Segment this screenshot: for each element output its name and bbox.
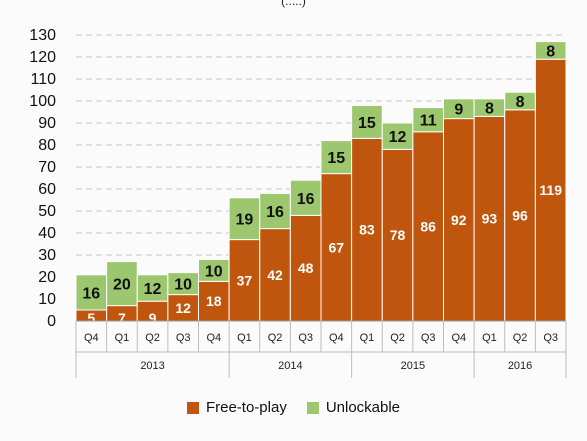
data-label-free-to-play: 18	[206, 293, 222, 309]
x-tick-label: Q3	[176, 332, 191, 344]
y-tick-label: 70	[38, 159, 56, 176]
data-label-unlockable: 8	[516, 94, 525, 111]
year-label: 2015	[401, 360, 425, 372]
data-label-unlockable: 8	[485, 101, 494, 118]
data-label-free-to-play: 5	[87, 310, 95, 326]
bar-free-to-play	[473, 115, 506, 322]
y-tick-label: 120	[29, 49, 56, 66]
y-tick-label: 20	[38, 269, 56, 286]
x-tick-label: Q1	[115, 332, 130, 344]
y-tick-label: 10	[38, 291, 56, 308]
y-tick-label: 50	[38, 203, 56, 220]
data-label-unlockable: 16	[82, 285, 100, 302]
y-tick-label: 90	[38, 115, 56, 132]
data-label-free-to-play: 86	[420, 218, 436, 234]
y-tick-label: 130	[29, 27, 56, 44]
y-tick-label: 80	[38, 137, 56, 154]
data-label-free-to-play: 92	[451, 212, 467, 228]
data-label-free-to-play: 7	[118, 310, 126, 326]
x-tick-label: Q3	[421, 332, 436, 344]
x-tick-label: Q1	[482, 332, 497, 344]
data-label-free-to-play: 93	[482, 211, 498, 227]
bar-free-to-play	[228, 239, 261, 322]
x-tick-label: Q2	[145, 332, 160, 344]
data-label-free-to-play: 96	[512, 207, 528, 223]
data-label-free-to-play: 119	[539, 182, 562, 198]
data-label-unlockable: 10	[174, 277, 192, 294]
legend-swatch-free-to-play	[186, 401, 199, 414]
bar-unlockable	[412, 107, 444, 133]
legend-item-unlockable: Unlockable	[306, 399, 401, 416]
data-label-free-to-play: 12	[175, 300, 191, 316]
data-label-unlockable: 20	[113, 277, 131, 294]
data-label-free-to-play: 67	[329, 239, 345, 255]
bar-free-to-play	[289, 214, 322, 322]
legend: Free-to-play Unlockable	[0, 399, 587, 416]
x-tick-label: Q3	[298, 332, 313, 344]
data-label-free-to-play: 83	[359, 222, 375, 238]
bar-unlockable	[289, 179, 322, 216]
x-tick-label: Q3	[543, 332, 558, 344]
y-tick-label: 100	[29, 93, 56, 110]
y-tick-label: 110	[30, 71, 56, 88]
x-tick-label: Q4	[329, 332, 344, 344]
y-tick-label: 30	[38, 247, 56, 264]
x-tick-label: Q2	[513, 332, 528, 344]
year-label: 2013	[140, 360, 164, 372]
legend-label-unlockable: Unlockable	[325, 399, 401, 416]
year-label: 2014	[278, 360, 302, 372]
clipped-top-label: (.....)	[281, 0, 306, 8]
x-tick-label: Q4	[84, 332, 99, 344]
data-label-unlockable: 12	[389, 129, 407, 146]
data-label-free-to-play: 9	[149, 310, 157, 326]
bar-unlockable	[75, 274, 108, 311]
data-label-unlockable: 15	[327, 150, 345, 167]
x-tick-label: Q1	[237, 332, 252, 344]
bar-free-to-play	[259, 228, 291, 322]
legend-item-free-to-play: Free-to-play	[186, 399, 287, 416]
data-label-unlockable: 16	[266, 204, 284, 221]
x-tick-label: Q4	[451, 332, 466, 344]
legend-swatch-unlockable	[306, 401, 319, 414]
x-tick-label: Q2	[268, 332, 283, 344]
x-tick-label: Q2	[390, 332, 405, 344]
clipped-top-text: (.....)	[0, 0, 587, 12]
data-label-unlockable: 9	[454, 102, 463, 119]
bar-unlockable	[320, 140, 353, 175]
bar-free-to-play	[534, 58, 567, 322]
data-label-unlockable: 19	[236, 212, 254, 229]
y-tick-label: 40	[38, 225, 56, 242]
data-label-unlockable: 11	[420, 113, 437, 130]
y-tick-label: 60	[38, 181, 56, 198]
x-tick-label: Q4	[206, 332, 221, 344]
year-label: 2016	[508, 360, 532, 372]
data-label-free-to-play: 37	[237, 272, 253, 288]
data-label-free-to-play: 48	[298, 260, 314, 276]
data-label-free-to-play: 42	[267, 267, 283, 283]
data-label-unlockable: 12	[144, 281, 162, 298]
data-label-unlockable: 10	[205, 263, 223, 280]
data-label-free-to-play: 78	[390, 227, 406, 243]
y-tick-label: 0	[47, 313, 56, 330]
bar-unlockable	[351, 104, 383, 139]
bar-free-to-play	[351, 137, 383, 322]
data-label-unlockable: 16	[297, 191, 315, 208]
x-tick-label: Q1	[360, 332, 375, 344]
data-label-unlockable: 8	[546, 43, 555, 60]
legend-label-free-to-play: Free-to-play	[205, 399, 287, 416]
bar-unlockable	[534, 41, 567, 60]
bar-unlockable	[259, 192, 291, 230]
data-label-unlockable: 15	[358, 115, 376, 132]
